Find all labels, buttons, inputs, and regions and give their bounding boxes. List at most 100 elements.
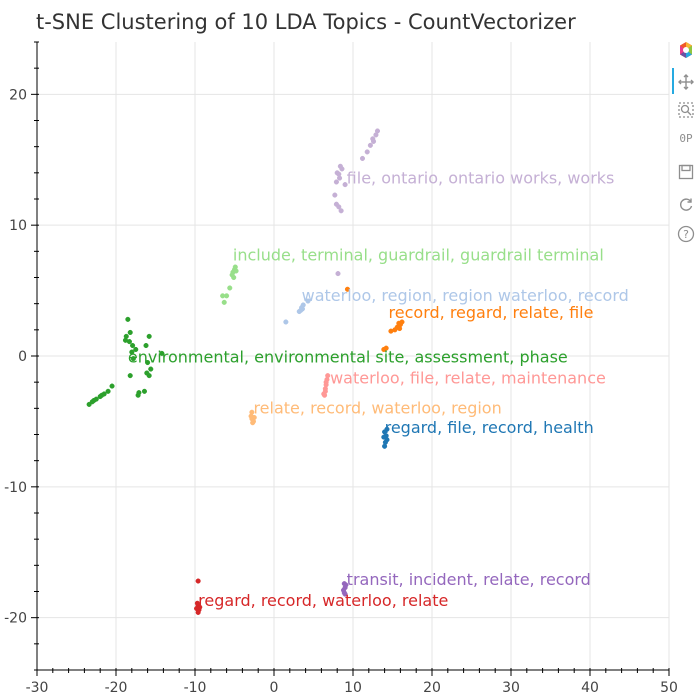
scatter-point (342, 591, 348, 597)
scatter-point (220, 293, 226, 299)
x-tick-label: 40 (581, 680, 599, 696)
active-tool-indicator (672, 68, 674, 94)
scatter-point (342, 182, 348, 188)
scatter-points (86, 128, 405, 615)
scatter-point (99, 392, 105, 398)
cluster-label: regard, file, record, health (385, 418, 594, 437)
cluster-label: regard, record, waterloo, relate (198, 591, 448, 610)
scatter-point (396, 320, 402, 326)
scatter-point (336, 171, 342, 177)
scatter-point (144, 370, 150, 376)
scatter-point (127, 373, 133, 379)
scatter-point (299, 306, 305, 312)
scatter-point (86, 401, 92, 407)
scatter-point (325, 373, 331, 379)
scatter-point (130, 342, 136, 349)
scatter-point (344, 286, 351, 292)
scatter-point (384, 426, 390, 432)
scatter-point (125, 316, 131, 322)
y-tick-label: 0 (18, 349, 27, 365)
scatter-point (194, 600, 200, 606)
scatter-point (159, 350, 165, 356)
y-tick-label: -10 (4, 480, 27, 496)
scatter-point (133, 346, 139, 353)
scatter-point (136, 390, 142, 396)
scatter-point (109, 383, 115, 389)
help-glyph: ? (683, 228, 689, 241)
grid (36, 42, 670, 670)
scatter-point (91, 397, 97, 404)
x-tick-label: 20 (423, 680, 441, 696)
scatter-point (233, 268, 239, 274)
cluster-label: include, terminal, guardrail, guardrail … (233, 245, 604, 264)
scatter-point (146, 333, 152, 339)
scatter-point (249, 409, 255, 415)
y-tick-label: 10 (9, 218, 27, 234)
scatter-point (321, 391, 327, 397)
save-icon[interactable] (676, 162, 696, 182)
x-tick-label: -10 (184, 680, 207, 696)
scatter-point (364, 149, 370, 155)
scatter-point (141, 388, 147, 394)
scatter-point (333, 179, 339, 185)
hover-icon[interactable]: 0P (676, 128, 696, 148)
scatter-point (305, 298, 311, 304)
scatter-point (336, 204, 342, 210)
cluster-label: relate, record, waterloo, region (253, 399, 501, 418)
x-tick-label: 0 (270, 680, 279, 696)
scatter-point (283, 319, 289, 325)
scatter-point (143, 342, 149, 349)
reset-icon[interactable] (676, 194, 696, 214)
scatter-point (195, 578, 201, 584)
scatter-point (381, 346, 387, 353)
scatter-point (145, 359, 151, 366)
cluster-label: waterloo, file, relate, maintenance (330, 368, 606, 387)
scatter-point (231, 274, 237, 281)
box-zoom-icon[interactable] (676, 100, 696, 120)
cluster-label: waterloo, region, region waterloo, recor… (302, 286, 629, 305)
x-tick-label: 10 (344, 680, 362, 696)
cluster-label: transit, incident, relate, record (347, 570, 591, 589)
scatter-point (251, 414, 257, 421)
scatter-point (221, 299, 227, 305)
x-tick-label: -30 (26, 680, 49, 696)
scatter-point (367, 142, 373, 148)
scatter-point (323, 379, 329, 385)
scatter-point (374, 128, 381, 134)
scatter-point (397, 325, 403, 332)
scatter-point (194, 605, 200, 612)
bokeh-logo-icon (676, 40, 696, 60)
scatter-point (359, 155, 366, 161)
scatter-point (127, 329, 133, 336)
hover-glyph: 0P (679, 131, 693, 145)
scatter-point (370, 136, 376, 142)
scatter-point (388, 328, 394, 334)
cluster-labels: file, ontario, ontario works, works inclu… (128, 168, 629, 610)
scatter-point (335, 271, 341, 277)
cluster-label: record, regard, relate, file (389, 303, 594, 322)
scatter-point (322, 386, 328, 392)
scatter-point (332, 192, 338, 198)
scatter-point (105, 388, 111, 394)
scatter-point (250, 420, 256, 426)
scatter-point (227, 285, 233, 291)
chart-title: t-SNE Clustering of 10 LDA Topics - Coun… (36, 10, 576, 34)
cluster-label: environmental, environmental site, asses… (128, 348, 568, 367)
scatter-point (382, 443, 388, 449)
scatter-point (341, 581, 347, 587)
axes: -30 -20 -10 0 10 20 30 40 50 -20 -10 0 10 20 (4, 41, 678, 696)
scatter-point (130, 356, 136, 362)
pan-icon[interactable] (676, 72, 696, 92)
scatter-point (122, 337, 129, 343)
scatter-point (381, 434, 387, 440)
scatter-point (337, 163, 343, 169)
x-tick-label: 30 (502, 680, 520, 696)
help-icon[interactable]: ? (676, 224, 696, 244)
y-tick-label: 20 (9, 87, 27, 103)
cluster-label: file, ontario, ontario works, works (347, 168, 615, 187)
x-tick-label: 50 (660, 680, 678, 696)
scatter-point (129, 349, 135, 355)
scatter-point (338, 208, 344, 214)
scatter-point (148, 366, 154, 372)
